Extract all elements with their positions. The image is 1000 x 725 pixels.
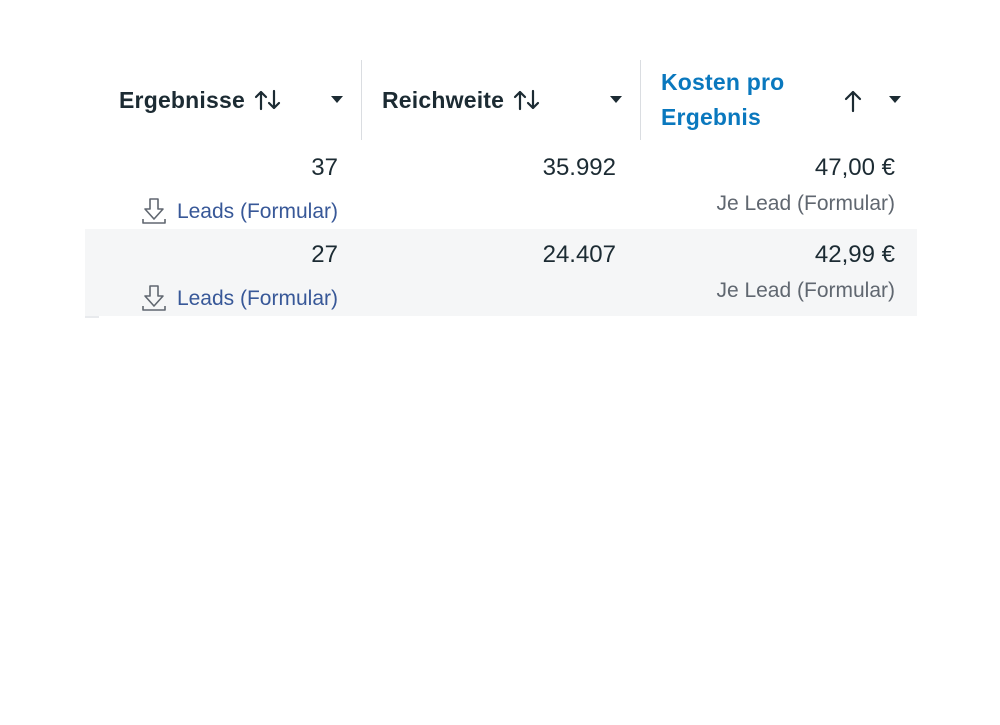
caret-down-icon[interactable]: [610, 96, 622, 103]
result-type-label[interactable]: Leads (Formular): [176, 287, 338, 310]
download-icon: [141, 283, 167, 319]
results-value: 37: [311, 154, 338, 181]
column-title-reichweite[interactable]: Reichweite: [382, 86, 505, 113]
result-type-link[interactable]: Leads (Formular): [141, 279, 338, 319]
sort-ascending-icon[interactable]: [842, 88, 864, 119]
sort-up-down-icon[interactable]: [512, 88, 542, 112]
table-header: Ergebnisse Reichweite: [85, 58, 917, 142]
result-type-link[interactable]: Leads (Formular): [141, 192, 338, 232]
column-title-ergebnisse[interactable]: Ergebnisse: [119, 86, 245, 113]
result-type-label[interactable]: Leads (Formular): [176, 200, 338, 223]
sort-up-down-icon[interactable]: [253, 88, 283, 112]
results-value: 27: [311, 241, 338, 268]
column-title-kosten-pro-ergebnis[interactable]: Kosten pro Ergebnis: [661, 65, 784, 135]
table-row[interactable]: 27 24.407 42,99 € Leads (Formular) Je Le…: [85, 229, 917, 316]
reach-value: 24.407: [542, 241, 616, 268]
column-divider[interactable]: [640, 60, 641, 140]
column-header-reichweite[interactable]: Reichweite: [382, 58, 632, 142]
row-edge-indicator: [85, 316, 99, 318]
results-table: Ergebnisse Reichweite: [85, 58, 917, 318]
column-header-kosten-pro-ergebnis[interactable]: Kosten pro Ergebnis: [661, 58, 911, 142]
caret-down-icon[interactable]: [889, 96, 901, 103]
table-row[interactable]: 37 35.992 47,00 € Leads (Formular) Je Le…: [85, 142, 917, 229]
cost-type-label: Je Lead (Formular): [716, 192, 895, 215]
column-title-line-1: Kosten pro: [661, 69, 785, 95]
cost-value: 42,99 €: [814, 241, 895, 268]
download-icon: [141, 196, 167, 232]
column-title-line-2: Ergebnis: [661, 104, 762, 130]
column-header-ergebnisse[interactable]: Ergebnisse: [119, 58, 359, 142]
cost-value: 47,00 €: [814, 154, 895, 181]
reach-value: 35.992: [542, 154, 616, 181]
column-divider[interactable]: [361, 60, 362, 140]
caret-down-icon[interactable]: [331, 96, 343, 103]
cost-type-label: Je Lead (Formular): [716, 279, 895, 302]
